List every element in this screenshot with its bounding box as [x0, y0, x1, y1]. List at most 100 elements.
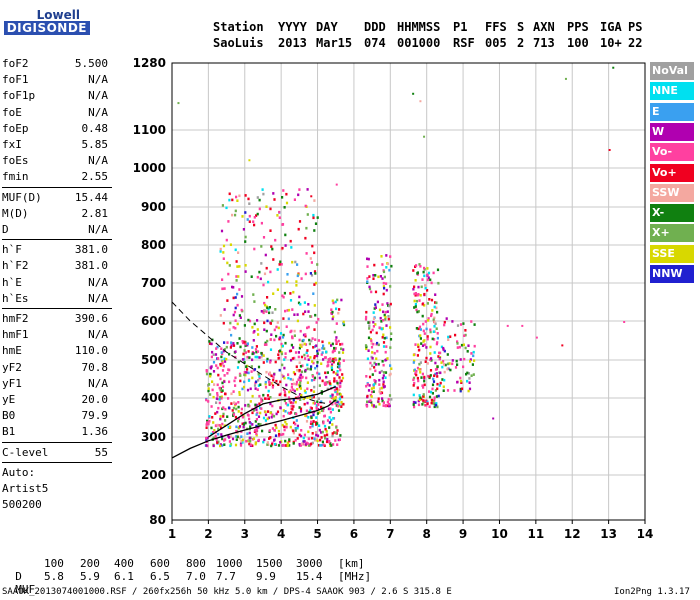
echo-point [418, 348, 421, 352]
outlier-point [564, 77, 567, 80]
legend-item-ssw: SSW [650, 183, 694, 202]
echo-point [316, 349, 319, 353]
param-value: 2.55 [81, 170, 109, 184]
echo-point [234, 306, 237, 310]
echo-point [219, 377, 222, 381]
echo-point [289, 239, 292, 243]
echo-point [470, 320, 473, 323]
echo-point [420, 285, 423, 289]
echo-point [313, 437, 316, 441]
echo-point [428, 405, 431, 408]
echo-point [449, 335, 452, 338]
echo-point [287, 373, 290, 376]
echo-point [429, 330, 432, 334]
echo-point [240, 308, 243, 312]
echo-point [288, 411, 291, 415]
echo-point [277, 434, 281, 438]
param-value: N/A [88, 291, 108, 305]
echo-point [433, 325, 436, 328]
echo-point [217, 406, 220, 410]
echo-point [320, 409, 324, 412]
echo-point [380, 327, 383, 331]
echo-point [247, 197, 250, 201]
echo-point [259, 423, 262, 426]
y-tick-label: 1100 [133, 123, 166, 137]
param-value: 110.0 [74, 344, 108, 358]
echo-point [291, 407, 294, 411]
echo-point [284, 420, 287, 424]
echo-point [253, 300, 256, 303]
echo-point [311, 375, 315, 378]
echo-point [413, 381, 416, 385]
echo-point [272, 258, 275, 261]
echo-point [414, 343, 417, 346]
echo-point [292, 346, 295, 349]
echo-point [230, 333, 233, 337]
echo-point [336, 365, 340, 369]
echo-point [427, 317, 430, 320]
echo-point [211, 380, 214, 383]
echo-point [300, 393, 303, 397]
echo-point [247, 379, 251, 382]
echo-point [435, 301, 438, 305]
echo-point [210, 426, 213, 430]
echo-point [294, 351, 298, 354]
echo-point [423, 375, 426, 379]
echo-point [421, 372, 424, 376]
echo-point [240, 407, 243, 411]
echo-point [306, 354, 309, 358]
echo-point [212, 421, 215, 424]
echo-point [289, 407, 293, 411]
param-name: foEs [2, 154, 29, 168]
echo-point [264, 253, 267, 257]
echo-point [296, 274, 299, 278]
param-value: 55 [94, 445, 108, 459]
echo-point [306, 396, 309, 399]
echo-point [365, 310, 368, 314]
echo-point [316, 371, 319, 375]
echo-point [304, 368, 307, 372]
echo-point [334, 396, 337, 399]
echo-point [205, 369, 208, 372]
echo-point [248, 442, 251, 446]
echo-point [439, 371, 442, 375]
echo-point [415, 370, 418, 373]
echo-point [279, 406, 282, 410]
echo-point [434, 403, 437, 407]
echo-point [222, 412, 225, 416]
echo-point [207, 400, 210, 403]
echo-point [380, 255, 383, 258]
echo-point [375, 331, 378, 335]
param-value: 2.81 [81, 206, 109, 220]
echo-point [237, 360, 240, 364]
footer-muf-value: 5.8 [44, 570, 64, 583]
echo-point [304, 204, 307, 208]
echo-point [222, 257, 225, 260]
echo-point [368, 287, 372, 291]
footer-muf-value: [MHz] [338, 570, 372, 583]
echo-point [415, 299, 418, 303]
echo-point [262, 416, 266, 420]
echo-point [467, 344, 470, 347]
param-name: hmF1 [2, 328, 29, 342]
echo-point [296, 388, 299, 391]
echo-point [378, 326, 381, 329]
param-value: N/A [88, 275, 108, 289]
echo-point [429, 345, 432, 349]
header-col-label-10: IGA [600, 20, 622, 34]
echo-point [295, 380, 299, 384]
echo-point [252, 352, 255, 355]
echo-point [417, 310, 420, 313]
echo-point [414, 294, 417, 297]
echo-point [296, 263, 299, 266]
echo-point [427, 271, 431, 275]
echo-point [291, 260, 294, 264]
footer-d-label: D [15, 570, 22, 583]
echo-point [338, 388, 341, 391]
echo-point [310, 339, 313, 343]
echo-point [311, 441, 314, 445]
echo-point [223, 308, 226, 311]
echo-point [431, 383, 435, 387]
echo-point [312, 413, 315, 417]
echo-point [214, 412, 217, 415]
